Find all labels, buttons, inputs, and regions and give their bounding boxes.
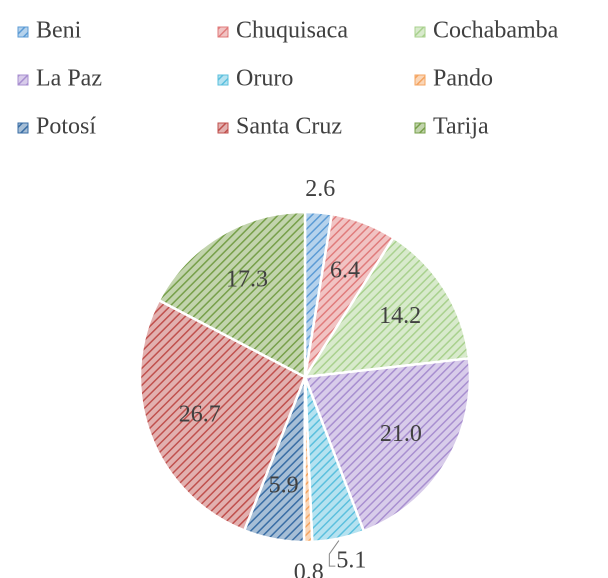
pie-slice: [138, 298, 307, 533]
legend-swatch: [217, 74, 229, 86]
legend-swatch: [17, 26, 29, 38]
pie-slice: [303, 356, 472, 533]
legend-swatch: [17, 74, 29, 86]
legend-label: Pando: [433, 66, 493, 92]
legend-swatch: [17, 122, 29, 134]
data-label: 17.3: [226, 266, 268, 292]
data-label: 5.1: [336, 548, 366, 574]
data-label: 21.0: [380, 421, 422, 447]
legend-label: Beni: [36, 18, 82, 44]
pie-slice: [157, 210, 307, 380]
legend-label: Cochabamba: [433, 18, 559, 44]
legend-label: Chuquisaca: [236, 18, 348, 44]
legend-label: Oruro: [236, 66, 293, 92]
data-label: 2.6: [305, 176, 335, 202]
legend-swatch: [414, 122, 426, 134]
legend-label: Santa Cruz: [236, 114, 342, 140]
legend-swatch: [217, 26, 229, 38]
legend-swatch: [217, 122, 229, 134]
legend-swatch: [414, 74, 426, 86]
leader-line: [328, 540, 340, 567]
data-label: 0.8: [294, 559, 324, 578]
legend-label: La Paz: [36, 66, 102, 92]
legend-label: Potosí: [36, 114, 96, 140]
data-label: 6.4: [330, 258, 360, 284]
data-label: 26.7: [179, 401, 221, 427]
pie-slice: [302, 235, 471, 379]
data-label: 14.2: [379, 303, 421, 329]
legend-label: Tarija: [433, 114, 489, 140]
legend-swatch: [414, 26, 426, 38]
data-label: 5.9: [269, 473, 299, 499]
